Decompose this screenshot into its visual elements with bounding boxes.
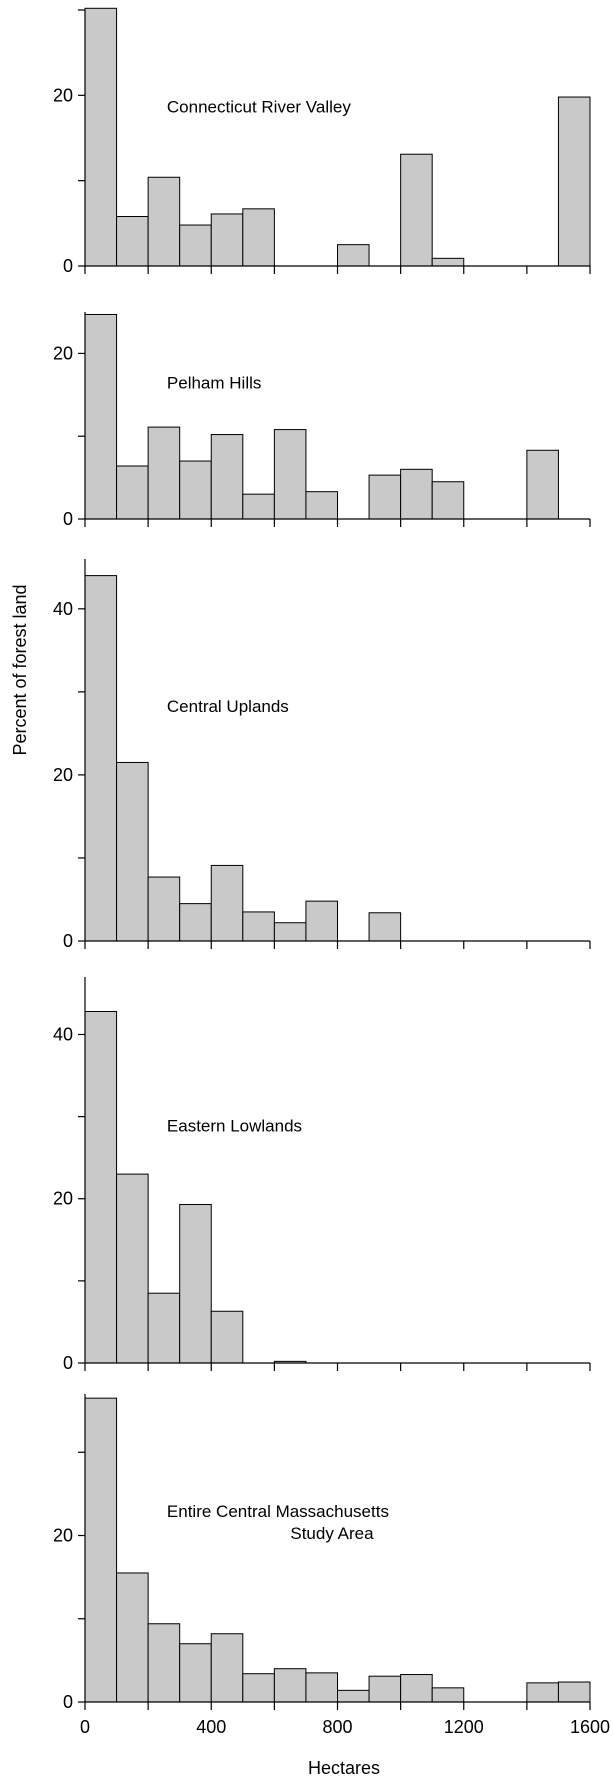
histogram-bar (116, 1572, 149, 1703)
y-tick-label: 0 (63, 1353, 73, 1373)
histogram-panel: 0 20 40 Eastern Lowlands (53, 977, 591, 1373)
y-tick-label: 20 (53, 343, 73, 363)
histogram-bar (84, 575, 118, 942)
histogram-bar (179, 460, 212, 520)
histogram-bar (273, 429, 307, 520)
y-tick-label: 0 (63, 509, 73, 529)
histogram-bar (557, 1681, 591, 1703)
x-axis-labels: 0 400 800 1200 1600 (80, 1717, 610, 1737)
histogram-bar (147, 1623, 181, 1703)
x-tick-label: 1200 (444, 1717, 484, 1737)
x-axis-title: Hectares (308, 1758, 380, 1778)
histogram-bar (147, 426, 181, 520)
histogram-bar (147, 876, 181, 942)
histogram-bar (116, 1173, 149, 1364)
histogram-bar (526, 449, 559, 520)
histogram-bar (116, 216, 149, 267)
panel-title-line: Connecticut River Valley (167, 97, 351, 116)
y-tick-label: 20 (53, 765, 73, 785)
histogram-bar (400, 468, 433, 520)
y-tick-label: 40 (53, 1024, 73, 1044)
histogram-bar (431, 257, 465, 267)
y-tick-label: 40 (53, 599, 73, 619)
histogram-bar (84, 1010, 118, 1364)
histogram-bar (305, 900, 338, 942)
histogram-bar (179, 1643, 212, 1703)
histogram-panel: 0 20 Pelham Hills (53, 312, 591, 529)
panel-title-line: Eastern Lowlands (167, 1116, 302, 1135)
histogram-bar (368, 912, 402, 942)
histogram-bar (337, 244, 370, 267)
panel-title: Central Uplands (167, 697, 289, 716)
histogram-bar (337, 1689, 370, 1703)
histogram-bar (242, 208, 275, 267)
y-tick-label: 0 (63, 1692, 73, 1712)
histogram-bar (368, 474, 402, 520)
panel-title-line: Entire Central Massachusetts (167, 1502, 389, 1521)
histogram-bar (84, 313, 118, 520)
histogram-bar (179, 224, 212, 267)
panel-title: Eastern Lowlands (167, 1116, 302, 1135)
panels-group: 0 20 Connecticut River Valley 0 20 Pelham Hil… (53, 7, 591, 1712)
histogram-bar (305, 491, 338, 520)
histogram-bar (210, 1633, 244, 1703)
panel-title-line: Pelham Hills (167, 374, 261, 393)
histogram-bar (210, 1310, 244, 1364)
histogram-bar (242, 493, 275, 520)
histogram-bar (116, 761, 149, 942)
histogram-bar (305, 1672, 338, 1703)
histogram-bar (210, 434, 244, 520)
histogram-bar (210, 864, 244, 942)
y-tick-label: 0 (63, 256, 73, 276)
histogram-panel: 0 20 Connecticut River Valley (53, 7, 591, 276)
histogram-bar (147, 1292, 181, 1364)
y-tick-label: 20 (53, 1189, 73, 1209)
panel-title: Pelham Hills (167, 374, 261, 393)
histogram-bar (116, 465, 149, 520)
histogram-bar (179, 1203, 212, 1364)
histogram-bar (431, 481, 465, 520)
y-tick-label: 20 (53, 85, 73, 105)
histogram-bar (400, 153, 433, 267)
histogram-panel: 0 20 Entire Central Massachusetts Study Are… (53, 1394, 591, 1712)
panel-title-line: Central Uplands (167, 697, 289, 716)
histogram-bar (84, 7, 118, 267)
x-tick-label: 1600 (570, 1717, 610, 1737)
histogram-bar (431, 1687, 465, 1703)
panel-title: Entire Central Massachusetts Study Area (167, 1502, 389, 1543)
panel-title: Connecticut River Valley (167, 97, 351, 116)
histogram-bar (273, 922, 307, 942)
histogram-bar (368, 1675, 402, 1703)
x-tick-label: 400 (196, 1717, 226, 1737)
histogram-bar (242, 911, 275, 942)
histogram-bar (557, 96, 591, 267)
y-axis-title: Percent of forest land (10, 584, 30, 755)
histogram-panel: 0 20 40 Central Uplands (53, 559, 591, 951)
histogram-bar (400, 1674, 433, 1703)
x-tick-label: 800 (322, 1717, 352, 1737)
histogram-bar (273, 1668, 307, 1703)
y-tick-label: 20 (53, 1526, 73, 1546)
histogram-bar (242, 1673, 275, 1703)
histogram-bar (84, 1397, 118, 1703)
histogram-bar (179, 903, 212, 942)
histogram-bar (526, 1682, 559, 1703)
histogram-bar (147, 176, 181, 267)
x-tick-label: 0 (80, 1717, 90, 1737)
panel-title-line: Study Area (290, 1524, 374, 1543)
y-tick-label: 0 (63, 931, 73, 951)
histogram-bar (210, 213, 244, 267)
